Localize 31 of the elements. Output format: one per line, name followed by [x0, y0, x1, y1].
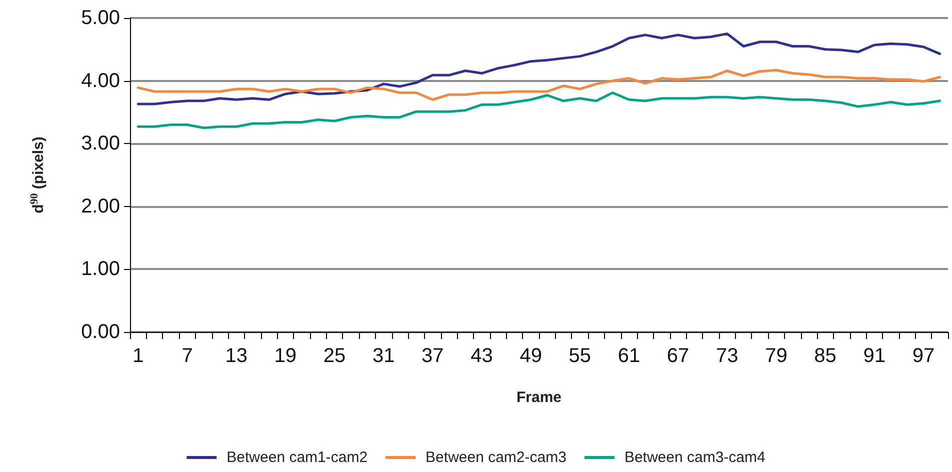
- x-tick-label: 67: [666, 345, 690, 367]
- y-axis-title: d90 (pixels): [28, 136, 47, 214]
- legend-label: Between cam3-cam4: [624, 449, 766, 466]
- line-series: [136, 32, 942, 106]
- y-tick-label: 0.00: [81, 321, 120, 343]
- line-series: [136, 91, 942, 130]
- x-tick-label: 7: [182, 345, 193, 367]
- x-axis-title: Frame: [516, 389, 562, 406]
- line-series: [136, 68, 942, 101]
- x-tick-label: 1: [132, 345, 144, 367]
- x-tick-label: 49: [520, 345, 542, 367]
- x-tick-label: 31: [372, 345, 395, 367]
- x-tick-label: 61: [618, 345, 640, 367]
- x-tick-label: 91: [863, 345, 886, 367]
- legend-label: Between cam1-cam2: [226, 449, 368, 466]
- x-tick-label: 13: [225, 345, 248, 367]
- x-tick-label: 97: [912, 345, 935, 367]
- y-tick-label: 2.00: [81, 195, 120, 218]
- x-tick-label: 25: [323, 345, 346, 367]
- legend-label: Between cam2-cam3: [426, 449, 566, 466]
- y-tick-label: 1.00: [81, 258, 120, 280]
- y-tick-label: 5.00: [81, 7, 120, 29]
- x-tick-label: 55: [568, 345, 592, 367]
- x-tick-label: 73: [716, 345, 738, 367]
- x-tick-label: 19: [274, 345, 297, 367]
- x-tick-label: 85: [814, 345, 836, 367]
- y-tick-label: 4.00: [81, 70, 120, 92]
- y-tick-label: 3.00: [81, 132, 120, 155]
- x-tick-label: 37: [422, 345, 444, 367]
- x-tick-label: 79: [765, 345, 788, 367]
- x-tick-label: 43: [470, 345, 493, 367]
